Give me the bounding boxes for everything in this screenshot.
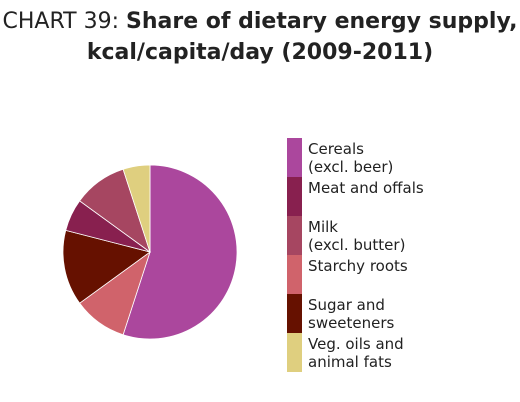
legend-swatch (287, 255, 302, 294)
legend-label: Sugar and sweeteners (308, 296, 395, 332)
legend-swatch (287, 216, 302, 255)
chart-title-line1: Share of dietary energy supply, (126, 9, 518, 34)
legend-item-starchy-roots: Starchy roots (287, 255, 517, 294)
legend-swatch (287, 294, 302, 333)
chart-title-line2: kcal/capita/day (2009-2011) (86, 40, 434, 65)
pie-slice-sugar-and (62, 229, 151, 304)
legend-item-milk: Milk (excl. butter) (287, 216, 517, 255)
legend-swatch (287, 177, 302, 216)
pie-chart (62, 164, 238, 340)
pie-slice-veg-oils-and (122, 164, 151, 253)
legend: Cereals (excl. beer) Meat and offals Milk … (287, 138, 517, 372)
legend-item-veg-oils-and: Veg. oils and animal fats (287, 333, 517, 372)
legend-label: Veg. oils and animal fats (308, 335, 404, 371)
legend-swatch (287, 138, 302, 177)
legend-label: Meat and offals (308, 179, 424, 197)
chart-title-prefix: CHART 39: (2, 9, 127, 34)
legend-swatch (287, 333, 302, 372)
pie-slice-cereals (122, 164, 238, 340)
legend-label: Cereals (excl. beer) (308, 140, 394, 176)
chart-title: CHART 39: Share of dietary energy supply… (0, 6, 520, 68)
legend-item-cereals: Cereals (excl. beer) (287, 138, 517, 177)
legend-label: Milk (excl. butter) (308, 218, 406, 254)
legend-label: Starchy roots (308, 257, 408, 275)
legend-item-meat-and-offals: Meat and offals (287, 177, 517, 216)
legend-item-sugar-and: Sugar and sweeteners (287, 294, 517, 333)
